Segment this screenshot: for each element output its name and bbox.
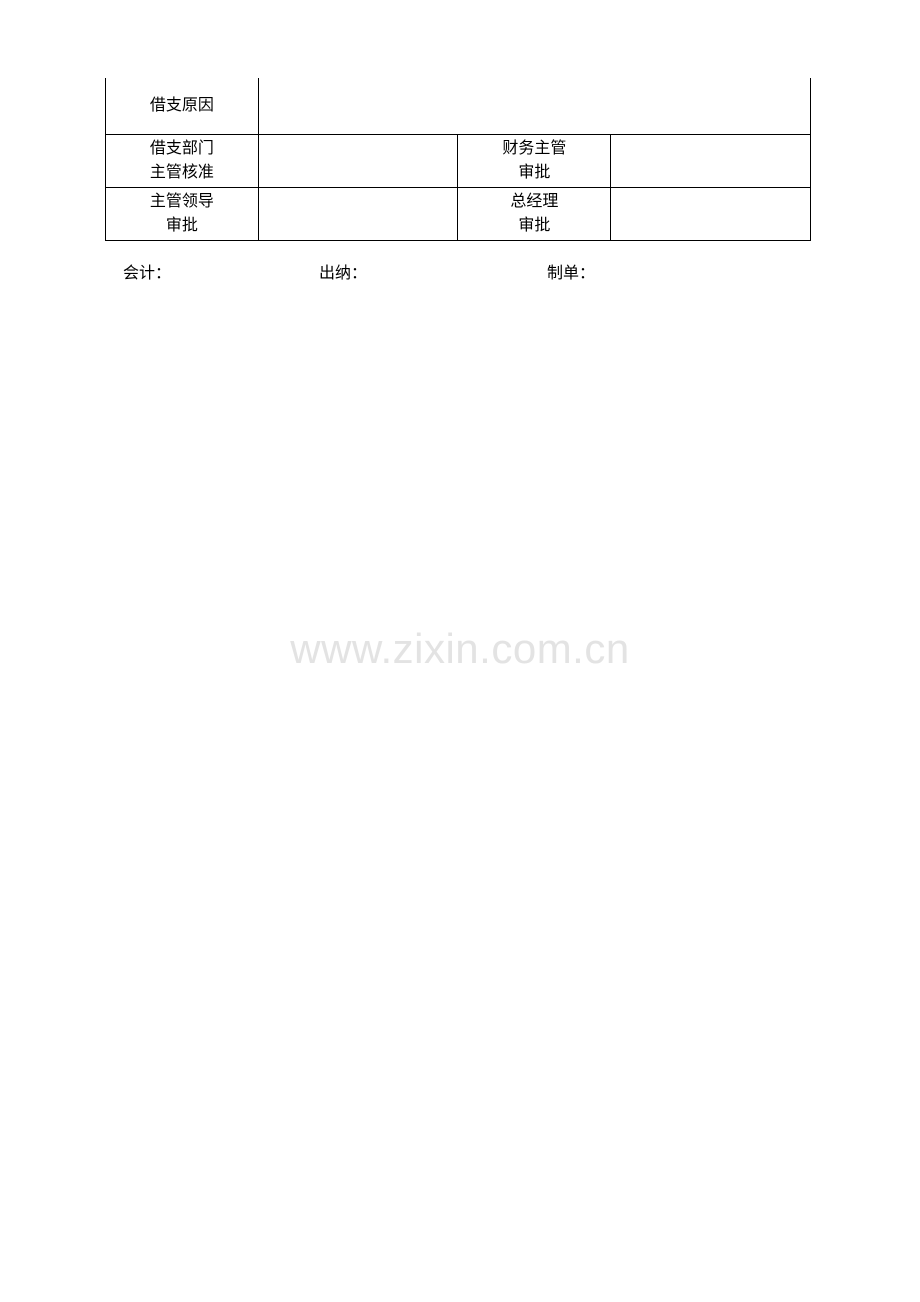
document-page: 借支原因 借支部门 主管核准 财务主管 审批 主管领导 审批 总经理 审批 [105, 78, 811, 283]
gm-approval-label: 总经理 审批 [458, 187, 611, 240]
leader-approval-line1: 主管领导 [106, 190, 258, 214]
leader-approval-value [258, 187, 458, 240]
gm-approval-value [611, 187, 811, 240]
approval-table: 借支原因 借支部门 主管核准 财务主管 审批 主管领导 审批 总经理 审批 [105, 78, 811, 241]
watermark-text: www.zixin.com.cn [290, 625, 629, 673]
finance-approval-value [611, 134, 811, 187]
dept-approval-line2: 主管核准 [106, 161, 258, 185]
dept-approval-label: 借支部门 主管核准 [106, 134, 259, 187]
signature-footer: 会计： 出纳： 制单： [105, 259, 811, 283]
preparer-label: 制单： [547, 259, 595, 283]
cashier-label: 出纳： [319, 259, 367, 283]
leader-approval-label: 主管领导 审批 [106, 187, 259, 240]
dept-approval-value [258, 134, 458, 187]
finance-approval-line2: 审批 [458, 161, 610, 185]
accountant-label: 会计： [123, 259, 171, 283]
finance-approval-line1: 财务主管 [458, 137, 610, 161]
leader-approval-line2: 审批 [106, 214, 258, 238]
reason-label: 借支原因 [106, 78, 259, 134]
gm-approval-line1: 总经理 [458, 190, 610, 214]
reason-value [258, 78, 810, 134]
finance-approval-label: 财务主管 审批 [458, 134, 611, 187]
gm-approval-line2: 审批 [458, 214, 610, 238]
dept-approval-line1: 借支部门 [106, 137, 258, 161]
